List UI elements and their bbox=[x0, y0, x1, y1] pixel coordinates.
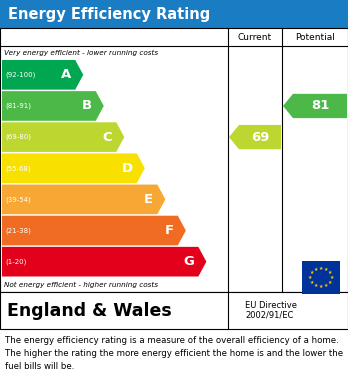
Text: ★: ★ bbox=[308, 275, 313, 280]
Polygon shape bbox=[2, 122, 124, 152]
Text: Potential: Potential bbox=[295, 32, 335, 41]
Text: England & Wales: England & Wales bbox=[7, 301, 172, 319]
Text: B: B bbox=[82, 99, 92, 113]
Text: 81: 81 bbox=[311, 99, 329, 113]
Text: ★: ★ bbox=[314, 283, 318, 288]
Text: (55-68): (55-68) bbox=[5, 165, 31, 172]
Text: C: C bbox=[103, 131, 112, 143]
Text: EU Directive: EU Directive bbox=[245, 301, 297, 310]
Text: The energy efficiency rating is a measure of the overall efficiency of a home. T: The energy efficiency rating is a measur… bbox=[5, 336, 343, 371]
Text: (21-38): (21-38) bbox=[5, 227, 31, 234]
Text: A: A bbox=[61, 68, 71, 81]
Polygon shape bbox=[2, 216, 186, 246]
Bar bbox=[0, 28, 348, 292]
Text: ★: ★ bbox=[319, 266, 323, 271]
Text: F: F bbox=[165, 224, 174, 237]
Text: (69-80): (69-80) bbox=[5, 134, 31, 140]
Text: ★: ★ bbox=[328, 280, 332, 285]
Text: ★: ★ bbox=[324, 283, 329, 288]
Text: ★: ★ bbox=[310, 271, 314, 275]
Text: Energy Efficiency Rating: Energy Efficiency Rating bbox=[8, 7, 210, 22]
Text: G: G bbox=[183, 255, 195, 268]
Text: ★: ★ bbox=[310, 280, 314, 285]
Text: ★: ★ bbox=[319, 284, 323, 289]
Text: ★: ★ bbox=[328, 271, 332, 275]
Text: D: D bbox=[122, 162, 133, 175]
Text: (39-54): (39-54) bbox=[5, 196, 31, 203]
Text: ★: ★ bbox=[330, 275, 334, 280]
Polygon shape bbox=[2, 247, 206, 276]
Text: (1-20): (1-20) bbox=[5, 258, 26, 265]
Polygon shape bbox=[2, 91, 104, 121]
Text: 2002/91/EC: 2002/91/EC bbox=[245, 311, 293, 320]
Polygon shape bbox=[229, 125, 281, 149]
Polygon shape bbox=[283, 94, 347, 118]
Text: (81-91): (81-91) bbox=[5, 103, 31, 109]
Text: ★: ★ bbox=[314, 267, 318, 272]
Text: Not energy efficient - higher running costs: Not energy efficient - higher running co… bbox=[4, 282, 158, 288]
Text: (92-100): (92-100) bbox=[5, 72, 35, 78]
Bar bbox=[0, 0, 348, 28]
Text: 69: 69 bbox=[251, 131, 269, 143]
Text: Very energy efficient - lower running costs: Very energy efficient - lower running co… bbox=[4, 50, 158, 56]
Bar bbox=[302, 261, 340, 294]
Polygon shape bbox=[2, 153, 145, 183]
Polygon shape bbox=[2, 60, 83, 90]
Text: E: E bbox=[144, 193, 153, 206]
Bar bbox=[0, 292, 348, 329]
Text: Current: Current bbox=[238, 32, 272, 41]
Polygon shape bbox=[2, 185, 165, 214]
Text: ★: ★ bbox=[324, 267, 329, 272]
